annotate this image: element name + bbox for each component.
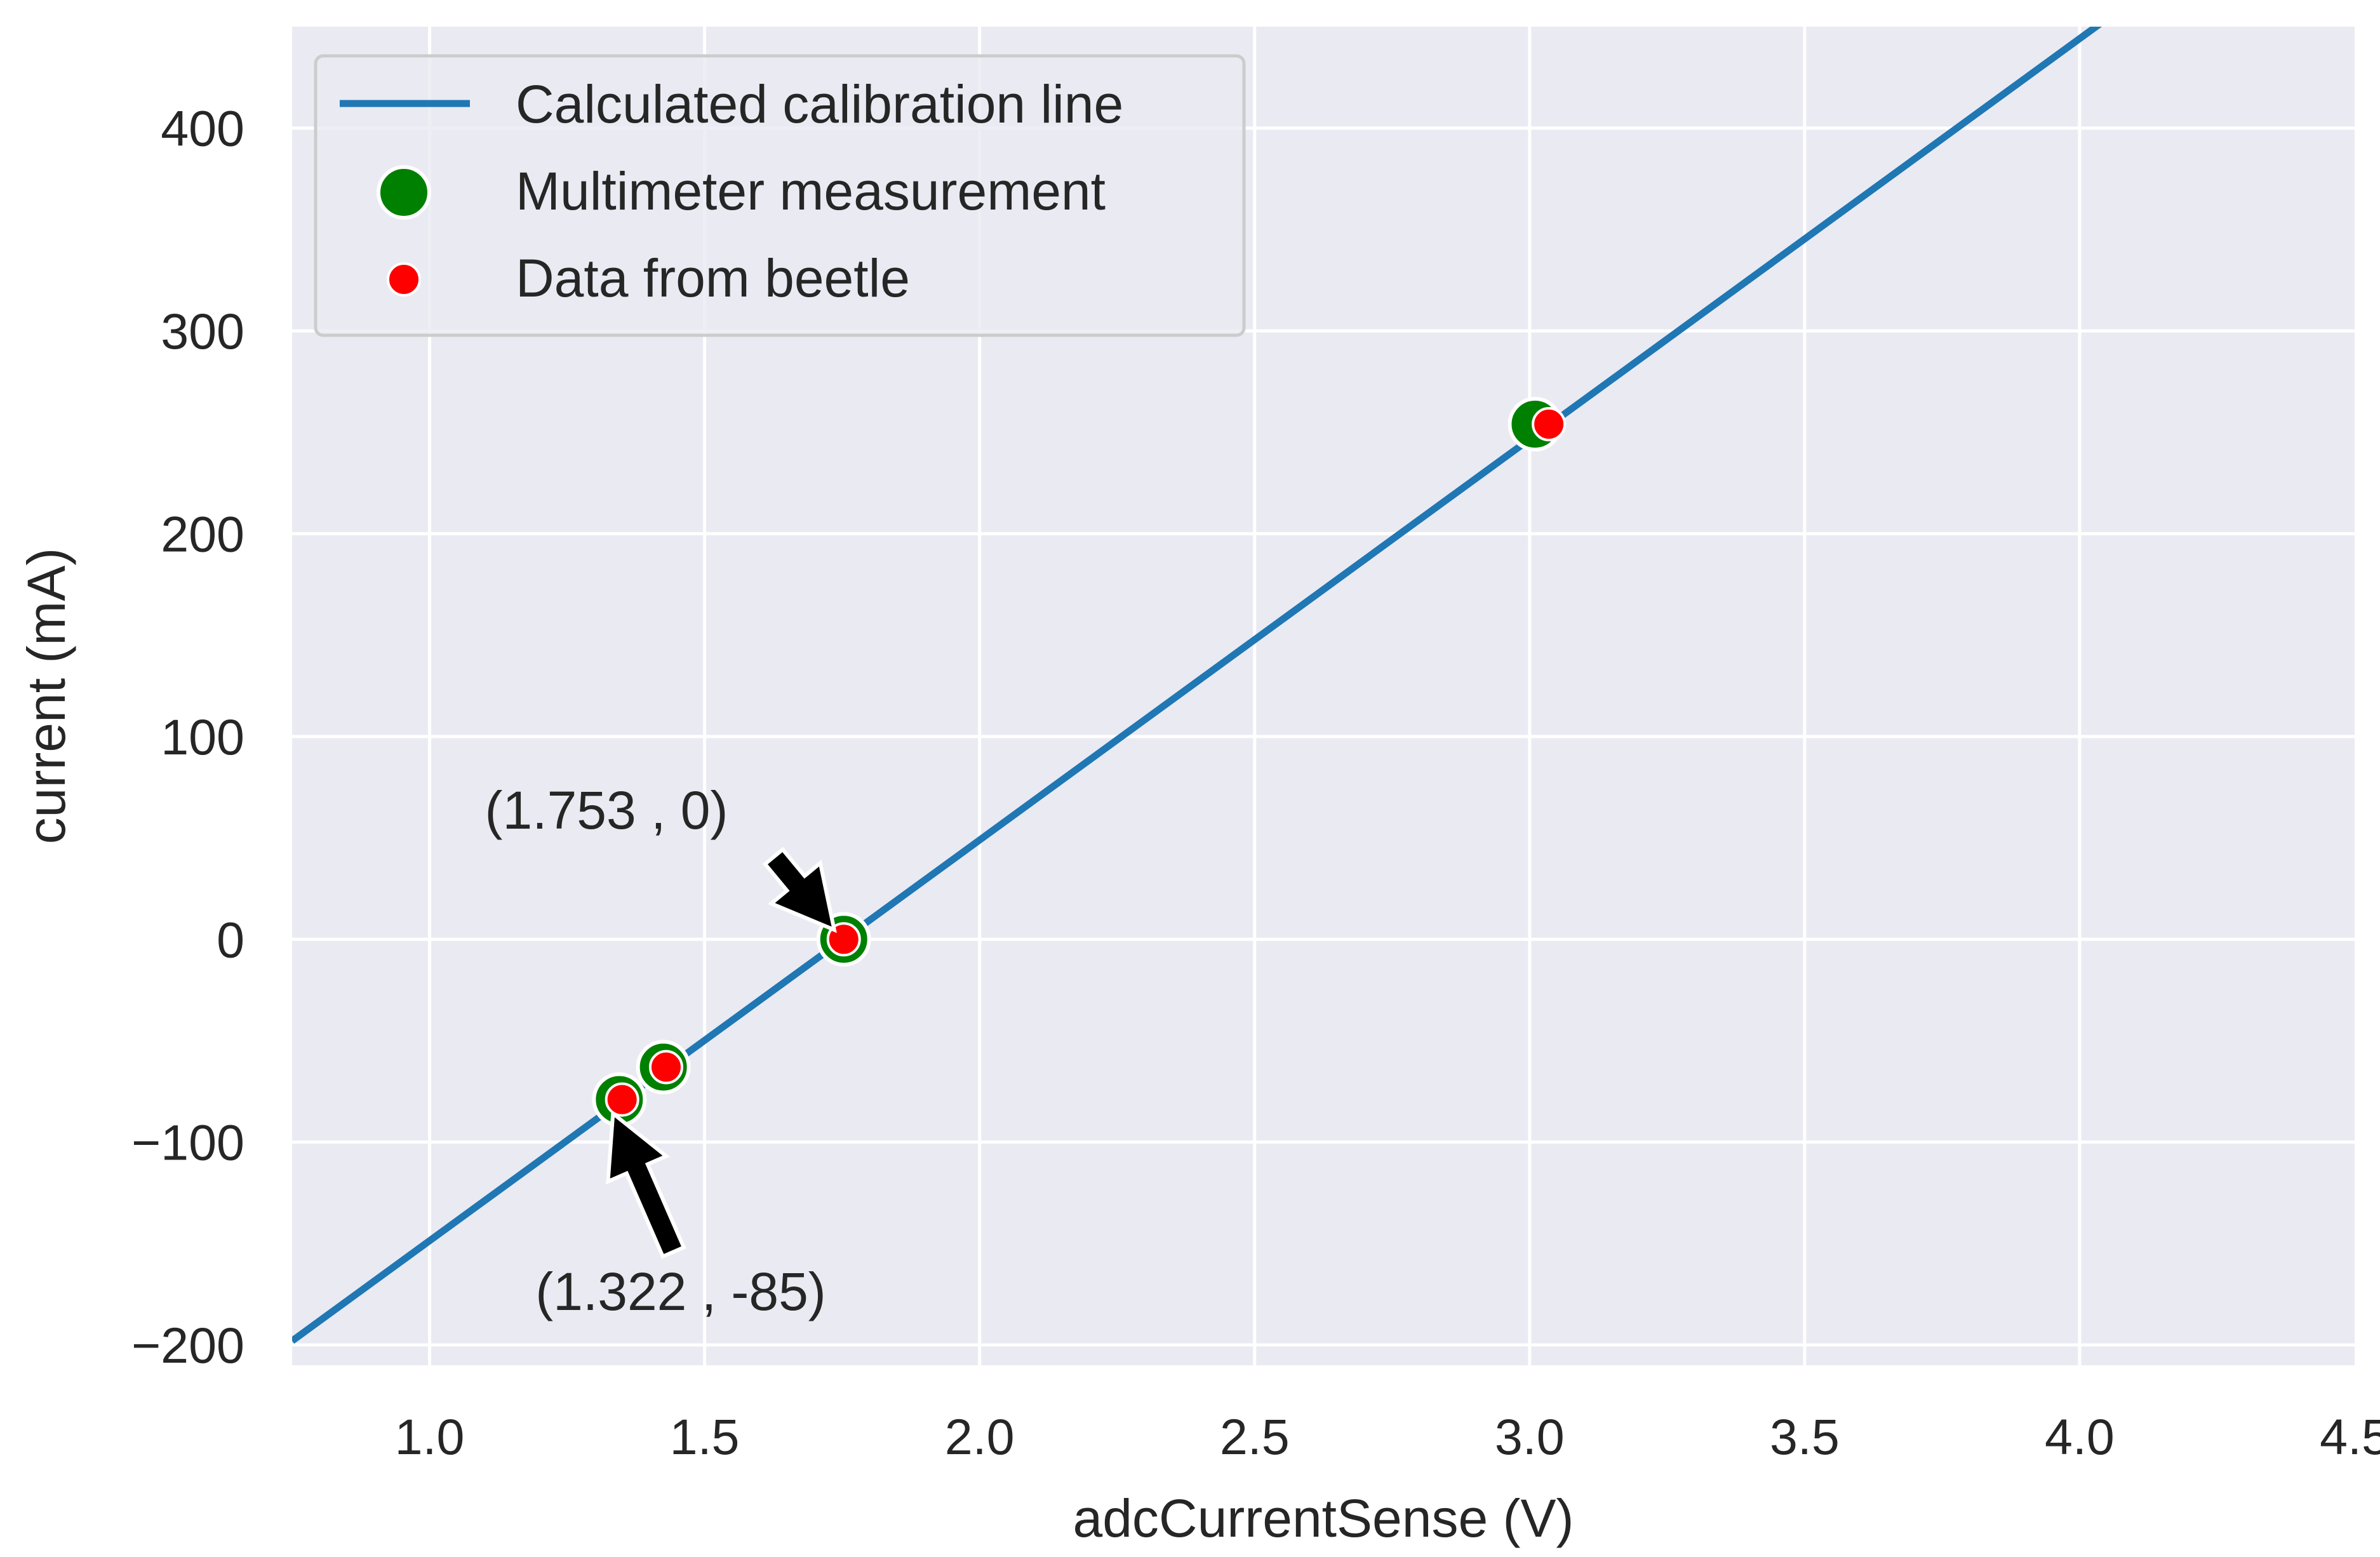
y-tick-label: 0 [217, 911, 244, 968]
x-tick-label: 2.5 [1220, 1408, 1290, 1465]
annotation-arrow-min [606, 1109, 686, 1259]
annotation-min-label: (1.322 , -85) [535, 1262, 826, 1321]
legend-entry-label: Calculated calibration line [516, 74, 1123, 134]
legend-beetle-swatch [387, 262, 421, 297]
legend-box [314, 54, 1246, 337]
x-tick-label: 4.0 [2045, 1408, 2115, 1465]
beetle-point [605, 1082, 639, 1117]
x-axis-label: adcCurrentSense (V) [1073, 1488, 1574, 1548]
x-tick-label: 1.0 [395, 1408, 465, 1465]
y-tick-label: −200 [131, 1317, 244, 1373]
annotation-zero-label: (1.753 , 0) [485, 780, 728, 840]
annotations: (1.753 , 0) (1.322 , -85) [485, 780, 837, 1321]
y-tick-label: −100 [131, 1114, 244, 1171]
y-axis-label: current (mA) [17, 548, 76, 845]
y-tick-label: 300 [161, 303, 244, 359]
legend-multimeter-swatch [377, 165, 431, 220]
y-tick-label: 400 [161, 100, 244, 157]
x-tick-label: 2.0 [945, 1408, 1015, 1465]
y-tick-label: 100 [161, 709, 244, 765]
annotation-arrow-zero [762, 846, 837, 933]
tick-labels: 1.0 1.5 2.0 2.5 3.0 3.5 4.0 4.5 −200 −100 0 100 200 3… [131, 100, 2380, 1465]
legend: Calculated calibration line Multimeter me… [314, 54, 1246, 337]
y-tick-label: 200 [161, 505, 244, 562]
beetle-point [648, 1050, 683, 1085]
beetle-point [1532, 407, 1567, 442]
x-tick-label: 3.5 [1770, 1408, 1840, 1465]
calibration-line [292, 27, 2103, 1344]
x-tick-label: 4.5 [2320, 1408, 2380, 1465]
legend-entry-label: Multimeter measurement [516, 161, 1106, 221]
x-tick-label: 3.0 [1495, 1408, 1565, 1465]
legend-entry-label: Data from beetle [516, 248, 910, 308]
x-tick-label: 1.5 [670, 1408, 740, 1465]
